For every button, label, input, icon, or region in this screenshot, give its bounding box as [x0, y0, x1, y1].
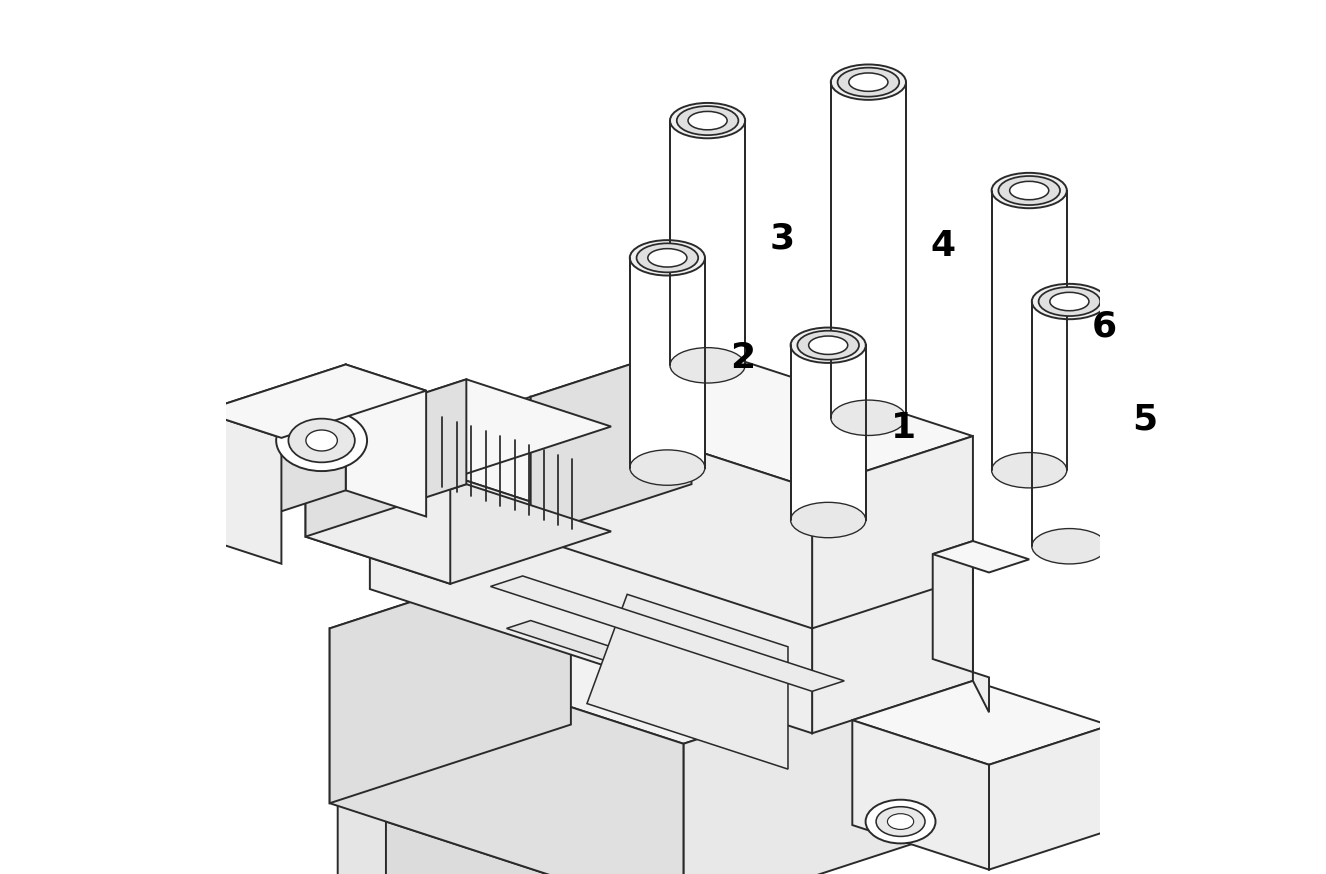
Ellipse shape [1009, 181, 1049, 200]
Ellipse shape [790, 503, 866, 538]
Ellipse shape [306, 430, 337, 451]
Ellipse shape [648, 248, 687, 267]
Ellipse shape [1038, 287, 1101, 316]
Polygon shape [202, 364, 426, 438]
Text: 6: 6 [1091, 309, 1116, 343]
Polygon shape [305, 379, 467, 537]
Polygon shape [630, 258, 705, 468]
Polygon shape [338, 717, 434, 874]
Ellipse shape [838, 67, 899, 97]
Polygon shape [587, 594, 788, 769]
Polygon shape [305, 432, 451, 584]
Ellipse shape [630, 450, 705, 485]
Polygon shape [670, 121, 745, 365]
Polygon shape [530, 344, 973, 489]
Polygon shape [530, 344, 691, 537]
Polygon shape [1032, 302, 1107, 546]
Polygon shape [202, 364, 346, 538]
Ellipse shape [992, 453, 1067, 488]
Ellipse shape [831, 400, 906, 435]
Text: 4: 4 [931, 229, 956, 262]
Ellipse shape [998, 176, 1059, 205]
Ellipse shape [797, 330, 859, 360]
Ellipse shape [1032, 284, 1107, 319]
Polygon shape [831, 82, 906, 418]
Polygon shape [627, 861, 748, 874]
Polygon shape [499, 769, 595, 874]
Polygon shape [305, 484, 611, 584]
Text: 1: 1 [891, 412, 916, 445]
Polygon shape [853, 681, 1110, 765]
Polygon shape [595, 761, 716, 874]
Text: 5: 5 [1131, 403, 1156, 436]
Polygon shape [790, 345, 866, 520]
Polygon shape [386, 782, 748, 874]
Ellipse shape [630, 240, 705, 275]
Ellipse shape [670, 348, 745, 383]
Polygon shape [932, 541, 1029, 572]
Ellipse shape [288, 419, 355, 462]
Ellipse shape [688, 111, 727, 130]
Ellipse shape [1050, 292, 1089, 311]
Ellipse shape [876, 807, 926, 836]
Ellipse shape [831, 65, 906, 100]
Polygon shape [338, 677, 554, 748]
Ellipse shape [849, 73, 888, 92]
Polygon shape [499, 730, 716, 801]
Polygon shape [530, 397, 812, 628]
Ellipse shape [992, 173, 1067, 208]
Polygon shape [992, 191, 1067, 470]
Ellipse shape [887, 814, 914, 829]
Ellipse shape [1032, 529, 1107, 564]
Polygon shape [346, 364, 426, 517]
Polygon shape [370, 397, 973, 593]
Polygon shape [330, 550, 572, 803]
Polygon shape [507, 621, 772, 707]
Polygon shape [491, 576, 845, 691]
Polygon shape [330, 628, 683, 874]
Ellipse shape [670, 103, 745, 138]
Polygon shape [932, 541, 989, 712]
Polygon shape [370, 449, 812, 733]
Polygon shape [853, 720, 989, 870]
Polygon shape [386, 822, 627, 874]
Text: 2: 2 [729, 342, 754, 375]
Polygon shape [812, 436, 973, 628]
Ellipse shape [676, 106, 739, 135]
Text: 3: 3 [770, 222, 796, 255]
Polygon shape [989, 725, 1110, 870]
Polygon shape [434, 709, 554, 874]
Ellipse shape [809, 336, 847, 355]
Ellipse shape [790, 328, 866, 363]
Polygon shape [812, 541, 973, 733]
Polygon shape [305, 379, 611, 479]
Polygon shape [683, 665, 924, 874]
Polygon shape [330, 550, 924, 744]
Polygon shape [202, 412, 281, 564]
Ellipse shape [276, 410, 367, 471]
Ellipse shape [866, 800, 936, 843]
Ellipse shape [636, 243, 699, 273]
